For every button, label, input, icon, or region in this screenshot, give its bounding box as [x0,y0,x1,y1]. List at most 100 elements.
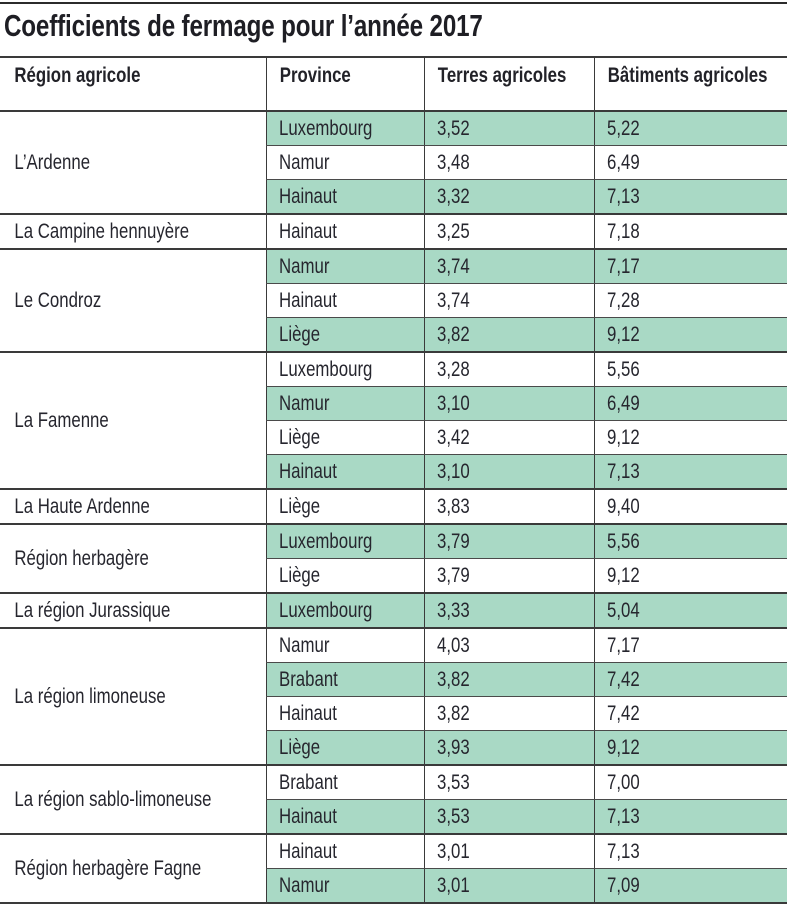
batiments-cell: 7,17 [593,249,787,284]
batiments-cell: 7,09 [593,868,787,904]
province-cell: Liège [265,730,424,766]
region-cell: La Haute Ardenne [0,489,266,525]
province-cell: Hainaut [265,283,424,318]
terres-cell: 3,74 [423,249,594,284]
region-cell: La Campine hennuyère [0,214,266,250]
province-cell: Hainaut [265,799,424,835]
batiments-cell: 5,22 [593,111,787,146]
region-cell: La région Jurassique [0,593,266,629]
region-cell: La Famenne [0,352,266,490]
province-cell: Luxembourg [265,593,424,629]
province-cell: Liège [265,317,424,353]
province-cell: Hainaut [265,179,424,215]
table-row: Namur 3,10 6,49 [0,386,787,421]
province-cell: Luxembourg [265,111,424,146]
page-title: Coefficients de fermage pour l’année 201… [4,8,483,43]
batiments-cell: 7,17 [593,628,787,663]
terres-cell: 3,01 [423,834,594,869]
province-cell: Liège [265,420,424,455]
table-row: La Famenne Luxembourg 3,28 5,56 [0,352,787,490]
region-cell: La région sablo-limoneuse [0,765,266,835]
terres-cell: 3,33 [423,593,594,629]
province-cell: Luxembourg [265,352,424,387]
terres-cell: 3,10 [423,386,594,421]
province-cell: Luxembourg [265,524,424,559]
table-row: Brabant 3,82 7,42 [0,662,787,697]
terres-cell: 3,25 [423,214,594,250]
terres-cell: 3,53 [423,765,594,800]
header-terres-agricoles: Terres agricoles [423,56,594,112]
top-rule [0,2,787,4]
province-cell: Hainaut [265,834,424,869]
batiments-cell: 5,04 [593,593,787,629]
terres-cell: 3,42 [423,420,594,455]
region-cell: Le Condroz [0,249,266,353]
batiments-cell: 7,13 [593,799,787,835]
terres-cell: 3,82 [423,696,594,731]
table-row: La Haute Ardenne Liège 3,83 9,40 [0,489,787,525]
table-row: La région limoneuse Namur 4,03 7,17 [0,628,787,766]
batiments-cell: 9,12 [593,420,787,455]
batiments-cell: 6,49 [593,386,787,421]
province-cell: Liège [265,489,424,525]
table-row: Le Condroz Namur 3,74 7,17 [0,249,787,353]
header-province: Province [265,56,424,112]
province-cell: Hainaut [265,454,424,490]
terres-cell: 3,52 [423,111,594,146]
batiments-cell: 7,13 [593,834,787,869]
terres-cell: 3,93 [423,730,594,766]
region-cell: La région limoneuse [0,628,266,766]
header-batiments-agricoles: Bâtiments agricoles [593,56,787,112]
batiments-cell: 5,56 [593,352,787,387]
table-row: Hainaut 3,74 7,28 [0,283,787,318]
terres-cell: 3,79 [423,524,594,559]
batiments-cell: 5,56 [593,524,787,559]
batiments-cell: 9,12 [593,317,787,353]
batiments-cell: 7,18 [593,214,787,250]
province-cell: Namur [265,249,424,284]
province-cell: Namur [265,386,424,421]
batiments-cell: 9,12 [593,730,787,766]
terres-cell: 3,32 [423,179,594,215]
table-row: Namur 3,48 6,49 [0,145,787,180]
province-cell: Brabant [265,662,424,697]
table-row: L’Ardenne Luxembourg 3,52 5,22 [0,111,787,215]
header-region: Région agricole [0,56,266,112]
table-row: La région sablo-limoneuse Brabant 3,53 7,00 [0,765,787,835]
batiments-cell: 7,13 [593,179,787,215]
province-cell: Namur [265,628,424,663]
table-row: Liège 3,93 9,12 [0,730,787,766]
province-cell: Hainaut [265,214,424,250]
province-cell: Hainaut [265,696,424,731]
table-body: L’Ardenne Luxembourg 3,52 5,22 Namur 3,48 6,49… [0,111,787,904]
table-row: Région herbagère Fagne Hainaut 3,01 7,13 [0,834,787,904]
table-row: Région herbagère Luxembourg 3,79 5,56 [0,524,787,594]
table-row: Namur 3,01 7,09 [0,868,787,904]
terres-cell: 3,74 [423,283,594,318]
province-cell: Liège [265,558,424,594]
batiments-cell: 7,13 [593,454,787,490]
region-cell: Région herbagère Fagne [0,834,266,904]
table-row: Liège 3,79 9,12 [0,558,787,594]
batiments-cell: 7,42 [593,662,787,697]
terres-cell: 3,28 [423,352,594,387]
region-cell: Région herbagère [0,524,266,594]
region-cell: L’Ardenne [0,111,266,215]
coefficients-table: Région agricole Province Terres agricole… [0,56,787,904]
batiments-cell: 7,00 [593,765,787,800]
terres-cell: 3,83 [423,489,594,525]
terres-cell: 4,03 [423,628,594,663]
batiments-cell: 7,42 [593,696,787,731]
table-row: Hainaut 3,53 7,13 [0,799,787,835]
table-row: Liège 3,82 9,12 [0,317,787,353]
table-row: La Campine hennuyère Hainaut 3,25 7,18 [0,214,787,250]
table-header-row: Région agricole Province Terres agricole… [0,56,787,112]
terres-cell: 3,10 [423,454,594,490]
table-row: Hainaut 3,32 7,13 [0,179,787,215]
table-row: La région Jurassique Luxembourg 3,33 5,04 [0,593,787,629]
province-cell: Brabant [265,765,424,800]
terres-cell: 3,48 [423,145,594,180]
terres-cell: 3,53 [423,799,594,835]
batiments-cell: 7,28 [593,283,787,318]
table-row: Hainaut 3,82 7,42 [0,696,787,731]
